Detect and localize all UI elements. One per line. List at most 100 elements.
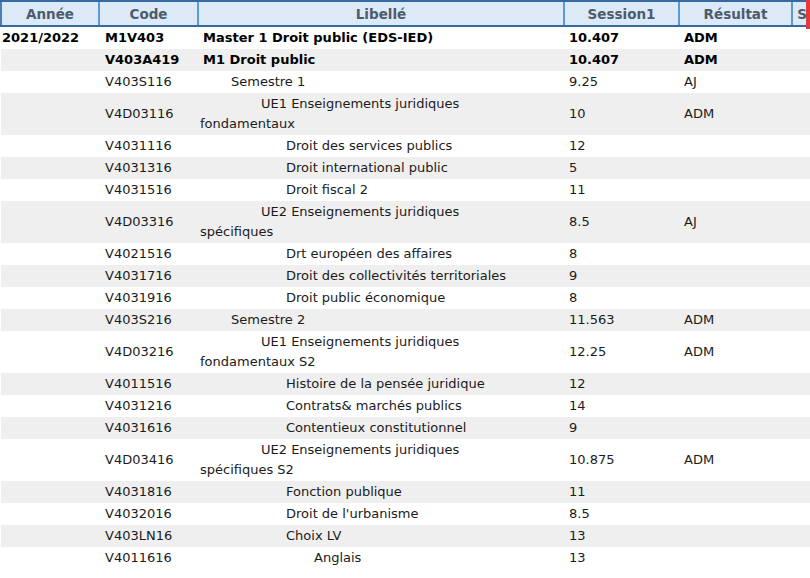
column-header-session1: Session1 bbox=[564, 1, 679, 26]
cell-session2-partial bbox=[792, 49, 810, 71]
cell-resultat bbox=[679, 503, 792, 525]
cell-session1: 8 bbox=[564, 287, 679, 309]
cell-session1: 12 bbox=[564, 373, 679, 395]
cell-resultat bbox=[679, 179, 792, 201]
table-row: V4011516Histoire de la pensée juridique1… bbox=[1, 373, 810, 395]
cell-libelle: Droit fiscal 2 bbox=[198, 179, 564, 201]
cell-resultat bbox=[679, 135, 792, 157]
cell-annee bbox=[1, 547, 99, 569]
grades-table-header: Année Code Libellé Session1 Résultat S bbox=[1, 1, 810, 26]
cell-session2-partial bbox=[792, 287, 810, 309]
cell-resultat: ADM bbox=[679, 49, 792, 71]
cell-annee bbox=[1, 309, 99, 331]
column-header-resultat: Résultat bbox=[679, 1, 792, 26]
cell-session1: 8 bbox=[564, 243, 679, 265]
cell-annee bbox=[1, 93, 99, 135]
table-row: V4031216Contrats& marchés publics14 bbox=[1, 395, 810, 417]
cell-session2-partial bbox=[792, 243, 810, 265]
cell-libelle: Contentieux constitutionnel bbox=[198, 417, 564, 439]
cell-session2-partial bbox=[792, 135, 810, 157]
column-header-libelle: Libellé bbox=[198, 1, 564, 26]
cell-annee bbox=[1, 157, 99, 179]
cell-code: V4031216 bbox=[99, 395, 198, 417]
cell-libelle: Histoire de la pensée juridique bbox=[198, 373, 564, 395]
table-row: V4D03216UE1 Enseignements juridiques fon… bbox=[1, 331, 810, 373]
cell-resultat: ADM bbox=[679, 331, 792, 373]
cell-annee bbox=[1, 481, 99, 503]
cell-code: V403A419 bbox=[99, 49, 198, 71]
cell-resultat: ADM bbox=[679, 439, 792, 481]
cell-session1: 13 bbox=[564, 547, 679, 569]
cell-code: V4D03416 bbox=[99, 439, 198, 481]
cell-code: V4031816 bbox=[99, 481, 198, 503]
table-row: V403A419M1 Droit public10.407ADM bbox=[1, 49, 810, 71]
cell-session2-partial bbox=[792, 157, 810, 179]
cell-code: V4031516 bbox=[99, 179, 198, 201]
cell-session2-partial bbox=[792, 71, 810, 93]
cell-annee bbox=[1, 525, 99, 547]
cell-session2-partial bbox=[792, 201, 810, 243]
cell-session1: 14 bbox=[564, 395, 679, 417]
cell-resultat bbox=[679, 287, 792, 309]
cell-code: V403S216 bbox=[99, 309, 198, 331]
cell-session1: 12.25 bbox=[564, 331, 679, 373]
cell-session2-partial bbox=[792, 481, 810, 503]
cell-annee bbox=[1, 287, 99, 309]
cell-annee bbox=[1, 417, 99, 439]
cell-session1: 10 bbox=[564, 93, 679, 135]
cell-code: V4011616 bbox=[99, 547, 198, 569]
cell-session1: 12 bbox=[564, 135, 679, 157]
cell-annee bbox=[1, 243, 99, 265]
cell-libelle: Drt européen des affaires bbox=[198, 243, 564, 265]
grades-table: Année Code Libellé Session1 Résultat S 2… bbox=[0, 0, 810, 569]
table-row: V4031916Droit public économique8 bbox=[1, 287, 810, 309]
cell-annee: 2021/2022 bbox=[1, 26, 99, 49]
table-row: V4D03316UE2 Enseignements juridiques spé… bbox=[1, 201, 810, 243]
cell-code: V4031716 bbox=[99, 265, 198, 287]
cell-annee bbox=[1, 265, 99, 287]
cell-annee bbox=[1, 49, 99, 71]
table-row: V4011616Anglais13 bbox=[1, 547, 810, 569]
cell-session2-partial bbox=[792, 309, 810, 331]
cell-session1: 8.5 bbox=[564, 201, 679, 243]
cell-code: V4031316 bbox=[99, 157, 198, 179]
cell-session1: 10.407 bbox=[564, 49, 679, 71]
cell-code: V4031616 bbox=[99, 417, 198, 439]
cell-libelle: Anglais bbox=[198, 547, 564, 569]
cell-code: V4D03116 bbox=[99, 93, 198, 135]
cell-session1: 5 bbox=[564, 157, 679, 179]
cell-code: V4032016 bbox=[99, 503, 198, 525]
cell-session2-partial bbox=[792, 525, 810, 547]
cell-resultat bbox=[679, 547, 792, 569]
table-row: 2021/2022M1V403Master 1 Droit public (ED… bbox=[1, 26, 810, 49]
cell-libelle: Droit des services publics bbox=[198, 135, 564, 157]
cell-annee bbox=[1, 503, 99, 525]
cell-session1: 11.563 bbox=[564, 309, 679, 331]
table-row: V403LN16Choix LV13 bbox=[1, 525, 810, 547]
column-header-annee: Année bbox=[1, 1, 99, 26]
cell-resultat bbox=[679, 417, 792, 439]
cell-resultat bbox=[679, 373, 792, 395]
cell-annee bbox=[1, 373, 99, 395]
cell-resultat bbox=[679, 481, 792, 503]
cell-libelle: Contrats& marchés publics bbox=[198, 395, 564, 417]
cell-session2-partial bbox=[792, 417, 810, 439]
column-header-code: Code bbox=[99, 1, 198, 26]
table-row: V4031516Droit fiscal 211 bbox=[1, 179, 810, 201]
cell-resultat: AJ bbox=[679, 71, 792, 93]
header-row: Année Code Libellé Session1 Résultat S bbox=[1, 1, 810, 26]
cell-session2-partial bbox=[792, 93, 810, 135]
table-row: V4031816Fonction publique11 bbox=[1, 481, 810, 503]
table-row: V4031616Contentieux constitutionnel9 bbox=[1, 417, 810, 439]
cell-resultat bbox=[679, 243, 792, 265]
cell-session2-partial bbox=[792, 439, 810, 481]
table-row: V4031316Droit international public5 bbox=[1, 157, 810, 179]
cell-libelle: Semestre 1 bbox=[198, 71, 564, 93]
cell-code: V4D03316 bbox=[99, 201, 198, 243]
table-row: V4032016Droit de l'urbanisme8.5 bbox=[1, 503, 810, 525]
cell-session1: 9.25 bbox=[564, 71, 679, 93]
cell-code: V4D03216 bbox=[99, 331, 198, 373]
cell-session2-partial bbox=[792, 547, 810, 569]
table-row: V403S216Semestre 211.563ADM bbox=[1, 309, 810, 331]
cell-session1: 11 bbox=[564, 179, 679, 201]
